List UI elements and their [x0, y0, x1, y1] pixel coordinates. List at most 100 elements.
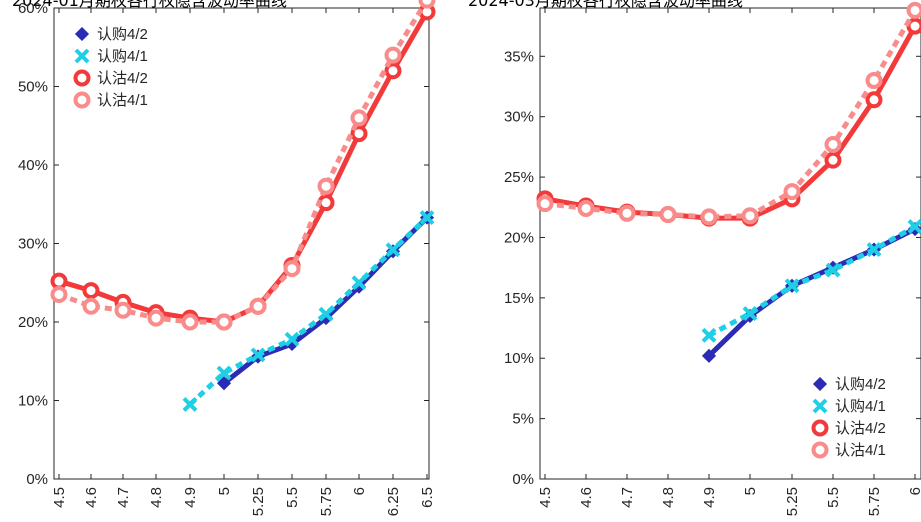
series-call-0401: [182, 210, 435, 412]
chart-panel-right: 0% 5% 10% 15% 20% 25% 30% 35% 4.5 4.6 4.7 4.8 4.9 5 5.…: [504, 1, 921, 516]
y-tick-label: 30%: [504, 109, 534, 126]
point-call-0402: [701, 348, 717, 363]
x-tick-label: 4.7: [619, 487, 636, 508]
y-tick-label: 0%: [26, 471, 48, 488]
series-line-put-0401: [544, 9, 918, 220]
legend-marker-put-0402: [73, 69, 91, 87]
point-put-0402: [865, 91, 883, 109]
legend-label-put-0402: 认沽4/2: [835, 420, 886, 437]
y-tick-label: 25%: [504, 169, 534, 186]
point-put-0401: [577, 199, 595, 217]
x-tick-label: 4.8: [660, 487, 677, 508]
y-tick-label: 40%: [18, 157, 48, 174]
x-tick-label: 4.9: [182, 487, 199, 508]
y-tick-label: 10%: [504, 350, 534, 367]
x-tick-label: 6: [351, 487, 368, 495]
y-tick-label: 50%: [18, 79, 48, 96]
point-call-0401: [284, 331, 300, 347]
point-put-0402: [50, 272, 68, 290]
point-put-0401: [824, 135, 842, 153]
series-put-0401: [536, 1, 921, 226]
x-tick-label: 5.5: [284, 487, 301, 508]
point-call-0401: [318, 306, 334, 322]
x-tick-label: 4.5: [537, 487, 554, 508]
x-axis: 4.5 4.6 4.7 4.8 4.9 5 5.25 5.5 5.75 6: [537, 8, 921, 516]
legend-marker-put-0402: [811, 419, 829, 437]
point-put-0401: [82, 297, 100, 315]
point-call-0401: [419, 210, 435, 226]
y-tick-label: 10%: [18, 393, 48, 410]
x-tick-label: 5.25: [250, 487, 267, 516]
point-put-0401: [659, 206, 677, 224]
y-tick-label: 20%: [504, 229, 534, 246]
point-put-0401: [283, 260, 301, 278]
chart-panel-left: 0% 10% 20% 30% 40% 50% 60% 4.5 4.6 4.7 4.8 4.9 5 5.25…: [18, 0, 436, 516]
x-axis: 4.5 4.6 4.7 4.8 4.9 5 5.25 5.5 5.75 6 6.25 6.5: [51, 8, 436, 516]
x-tick-label: 4.6: [578, 487, 595, 508]
point-call-0401: [825, 262, 841, 278]
x-tick-label: 6: [907, 487, 921, 495]
x-tick-label: 5.5: [825, 487, 842, 508]
x-tick-label: 4.8: [148, 487, 165, 508]
chart-title-right: 2024-03月期权各行权隐含波动率曲线: [468, 0, 743, 10]
y-tick-label: 0%: [512, 471, 534, 488]
y-tick-label: 20%: [18, 314, 48, 331]
x-tick-label: 6.25: [385, 487, 402, 516]
legend-label-put-0402: 认沽4/2: [97, 70, 148, 87]
y-tick-label: 60%: [18, 0, 48, 17]
y-tick-label: 35%: [504, 48, 534, 65]
y-axis: 0% 5% 10% 15% 20% 25% 30% 35%: [504, 48, 921, 488]
point-put-0401: [50, 286, 68, 304]
legend: 认购4/2 认购4/1 认沽4/2 认沽4/1: [802, 372, 914, 468]
point-call-0401: [701, 327, 717, 343]
x-tick-label: 4.6: [83, 487, 100, 508]
x-tick-label: 5.25: [784, 487, 801, 516]
x-tick-label: 4.5: [51, 487, 68, 508]
x-tick-label: 4.9: [701, 487, 718, 508]
point-call-0401: [250, 347, 266, 363]
legend-marker-put-0401: [73, 91, 91, 109]
point-put-0401: [147, 309, 165, 327]
point-put-0401: [536, 195, 554, 213]
series-put-0401: [50, 0, 436, 331]
legend-marker-call-0401: [74, 48, 90, 64]
x-tick-label: 4.7: [115, 487, 132, 508]
point-call-0401: [351, 275, 367, 291]
y-tick-label: 30%: [18, 236, 48, 253]
series-line-call-0402: [707, 226, 917, 358]
legend-marker-call-0402: [74, 26, 90, 42]
point-put-0401: [700, 208, 718, 226]
point-put-0401: [317, 177, 335, 195]
x-tick-label: 6.5: [419, 487, 436, 508]
series-call-0402: [216, 210, 435, 391]
point-call-0401: [784, 278, 800, 294]
legend-marker-call-0401: [812, 398, 828, 414]
chart-title-left: 2024-01月期权各行权隐含波动率曲线: [12, 0, 287, 10]
series-put-0402: [536, 17, 921, 227]
y-axis: 0% 10% 20% 30% 40% 50% 60%: [18, 0, 429, 488]
point-call-0401: [907, 219, 921, 235]
legend-marker-call-0402: [812, 376, 828, 392]
x-tick-label: 5: [216, 487, 233, 495]
x-tick-label: 5.75: [866, 487, 883, 516]
point-put-0401: [114, 301, 132, 319]
legend-label-put-0401: 认沽4/1: [97, 92, 148, 109]
point-put-0401: [384, 46, 402, 64]
point-put-0401: [350, 109, 368, 127]
legend-label-call-0402: 认购4/2: [835, 376, 886, 393]
point-put-0401: [906, 1, 921, 19]
x-tick-label: 5: [742, 487, 759, 495]
plot-frame: [539, 7, 921, 480]
x-tick-label: 5.75: [318, 487, 335, 516]
point-put-0402: [824, 151, 842, 169]
point-put-0401: [249, 297, 267, 315]
legend-label-call-0401: 认购4/1: [97, 48, 148, 65]
point-call-0401: [216, 365, 232, 381]
point-put-0401: [618, 204, 636, 222]
point-put-0401: [865, 71, 883, 89]
point-call-0401: [742, 306, 758, 321]
series-line-put-0402: [544, 24, 918, 221]
point-put-0402: [384, 62, 402, 80]
series-line-call-0401: [707, 224, 917, 338]
